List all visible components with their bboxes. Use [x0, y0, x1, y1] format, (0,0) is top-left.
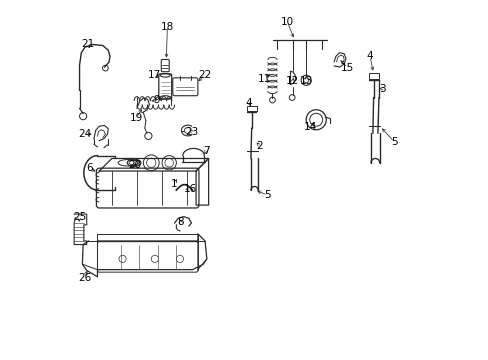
Text: 4: 4 — [366, 51, 372, 61]
Text: 14: 14 — [304, 122, 317, 132]
Text: 26: 26 — [78, 273, 91, 283]
Text: 5: 5 — [264, 190, 270, 200]
Text: 15: 15 — [341, 63, 354, 73]
Text: 17: 17 — [148, 70, 161, 80]
Text: 1: 1 — [171, 179, 178, 189]
Text: 2: 2 — [256, 141, 263, 151]
Text: 21: 21 — [81, 39, 94, 49]
Text: 25: 25 — [73, 212, 86, 222]
Text: 16: 16 — [183, 184, 197, 194]
Text: 5: 5 — [390, 137, 397, 147]
Text: 10: 10 — [281, 17, 293, 27]
Text: 18: 18 — [161, 22, 174, 32]
Bar — [246, 106, 256, 111]
Text: 24: 24 — [78, 129, 91, 139]
Text: 19: 19 — [129, 113, 142, 123]
Text: 23: 23 — [185, 127, 198, 136]
Text: 13: 13 — [300, 76, 313, 86]
Text: 20: 20 — [128, 160, 142, 170]
Text: 3: 3 — [379, 84, 385, 94]
Text: 4: 4 — [245, 98, 252, 108]
Text: 6: 6 — [86, 163, 93, 173]
Bar — [368, 73, 379, 79]
Text: 22: 22 — [198, 70, 211, 80]
Text: 12: 12 — [285, 76, 299, 86]
Text: 11: 11 — [257, 74, 270, 84]
Text: 7: 7 — [203, 145, 209, 156]
Text: 9: 9 — [153, 95, 160, 105]
Text: 8: 8 — [177, 217, 183, 227]
